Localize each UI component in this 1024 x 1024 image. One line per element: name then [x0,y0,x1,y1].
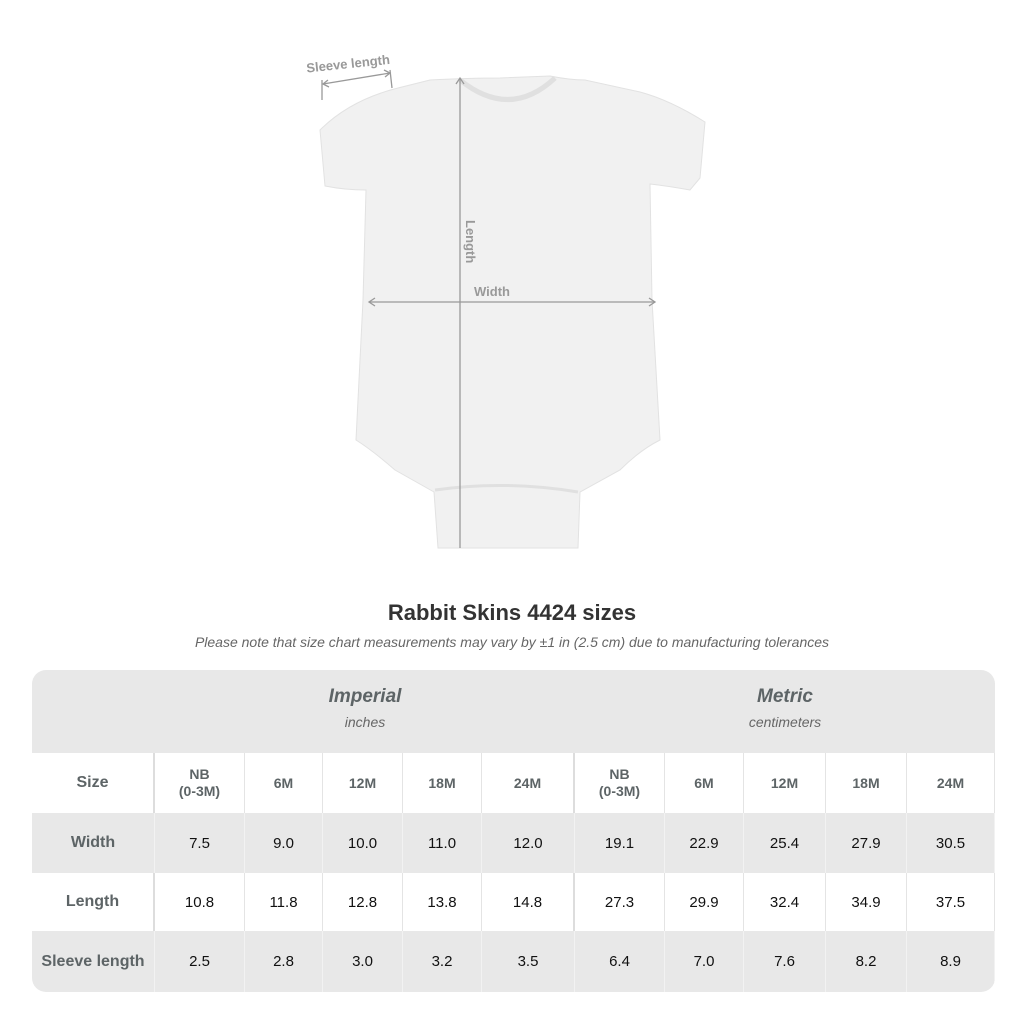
metric-size-header: 12M [744,753,826,813]
metric-size-header: NB (0-3M) [575,753,665,813]
imperial-value: 10.0 [323,813,403,873]
imperial-size-header: 12M [323,753,403,813]
row-label: Size [32,753,155,813]
tolerance-note: Please note that size chart measurements… [194,634,830,650]
metric-value: 7.6 [744,931,826,992]
imperial-value: 9.0 [245,813,323,873]
table-row: Length 10.8 11.8 12.8 13.8 14.8 27.3 29.9 32.4 34… [32,873,995,931]
metric-value: 27.9 [826,813,907,873]
metric-header: Metric centimeters [575,670,995,730]
imperial-title: Imperial [328,686,402,707]
metric-size-header: 6M [665,753,744,813]
metric-size-header: 18M [826,753,907,813]
metric-unit: centimeters [748,714,822,730]
metric-value: 8.9 [907,931,995,992]
imperial-header: Imperial inches [155,670,575,730]
imperial-value: 3.2 [403,931,482,992]
imperial-size-header: 6M [245,753,323,813]
bodysuit-image [319,75,706,549]
metric-value: 25.4 [744,813,826,873]
metric-value: 34.9 [826,873,907,931]
width-label: Width [474,284,510,299]
imperial-value: 3.5 [482,931,575,992]
imperial-unit: inches [344,714,386,730]
imperial-value: 2.8 [245,931,323,992]
imperial-value: 11.8 [245,873,323,931]
row-label: Length [32,873,155,931]
imperial-value: 14.8 [482,873,575,931]
table-row: Width 7.5 9.0 10.0 11.0 12.0 19.1 22.9 25.4 27.9 3… [32,813,995,873]
metric-value: 7.0 [665,931,744,992]
size-table: Imperial inches Metric centimeters Size N… [32,670,995,992]
size-row: Size NB (0-3M) 6M 12M 18M 24M NB (0-3M) 6M 12M 18… [32,753,995,813]
page-title: Rabbit Skins 4424 sizes [387,600,637,625]
sleeve-length-label: Sleeve length [306,52,391,76]
table-row: Sleeve length 2.5 2.8 3.0 3.2 3.5 6.4 7.0 7.6 8.2… [32,931,995,992]
metric-value: 8.2 [826,931,907,992]
imperial-value: 2.5 [155,931,245,992]
bodysuit-diagram: Sleeve length Length Width [306,52,706,549]
length-label: Length [463,220,478,263]
imperial-value: 12.0 [482,813,575,873]
imperial-size-header: 24M [482,753,575,813]
imperial-value: 11.0 [403,813,482,873]
imperial-size-header: 18M [403,753,482,813]
row-label: Sleeve length [32,931,155,992]
metric-value: 19.1 [575,813,665,873]
imperial-value: 3.0 [323,931,403,992]
metric-value: 30.5 [907,813,995,873]
metric-size-header: 24M [907,753,995,813]
imperial-size-header: NB (0-3M) [155,753,245,813]
imperial-value: 7.5 [155,813,245,873]
metric-value: 29.9 [665,873,744,931]
metric-value: 22.9 [665,813,744,873]
metric-value: 37.5 [907,873,995,931]
imperial-value: 13.8 [403,873,482,931]
imperial-value: 10.8 [155,873,245,931]
metric-value: 32.4 [744,873,826,931]
table-header [32,670,995,753]
row-label: Width [32,813,155,873]
metric-value: 6.4 [575,931,665,992]
metric-title: Metric [757,686,813,707]
metric-value: 27.3 [575,873,665,931]
imperial-value: 12.8 [323,873,403,931]
